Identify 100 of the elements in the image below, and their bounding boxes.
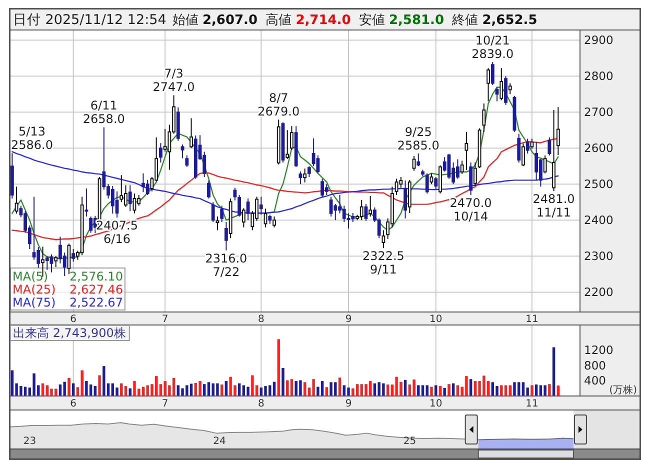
candlestick <box>45 256 49 270</box>
bar <box>474 381 477 396</box>
bar <box>68 378 70 396</box>
candlestick <box>486 68 490 102</box>
bar <box>207 382 210 396</box>
y-tick-label: 2400 <box>584 213 614 228</box>
candlestick <box>14 186 18 214</box>
candlestick <box>552 109 556 192</box>
bar <box>417 385 420 396</box>
candlestick <box>404 180 407 219</box>
candlestick <box>490 62 494 86</box>
candlestick <box>128 184 132 212</box>
candlestick <box>364 203 368 222</box>
y-axis-title: (万株) <box>609 384 638 396</box>
bar <box>303 382 306 396</box>
candlestick <box>211 202 215 222</box>
candlestick <box>67 243 71 275</box>
text: 始値 2,607.0 <box>172 12 258 28</box>
x-tick-label: 11 <box>526 398 538 409</box>
bar <box>246 386 250 396</box>
annotation: 9/25 2585.0 <box>397 125 440 153</box>
bar <box>85 381 88 396</box>
bar <box>154 376 158 396</box>
candlestick <box>84 188 88 218</box>
bar <box>264 386 267 396</box>
x-tick-label: 7 <box>162 314 168 324</box>
candlestick <box>54 256 58 268</box>
candlestick <box>276 119 280 165</box>
candlestick <box>224 221 228 251</box>
annotation: 5/13 2586.0 <box>11 124 53 152</box>
candlestick <box>482 102 486 132</box>
text: MA(25) 2,627.46 <box>12 282 123 296</box>
x-tick-label: 8 <box>258 398 264 409</box>
candlestick <box>176 106 180 142</box>
y-tick-label: 2700 <box>584 105 614 120</box>
x-tick-label: 9 <box>345 398 352 409</box>
bar <box>347 388 350 396</box>
bar <box>530 385 534 396</box>
candlestick <box>556 106 560 156</box>
y-tick-label: 400 <box>584 374 606 388</box>
bar <box>312 379 315 396</box>
candlestick <box>412 156 416 172</box>
candlestick <box>303 168 307 183</box>
candlestick <box>430 172 434 185</box>
bar <box>198 381 202 396</box>
annotation: 6/11 2658.0 <box>82 98 125 126</box>
candlestick <box>307 166 311 178</box>
candlestick <box>220 205 224 222</box>
candlestick <box>259 196 263 216</box>
candlestick <box>272 216 276 228</box>
candlestick <box>464 131 468 171</box>
candlestick <box>110 185 114 214</box>
candlestick <box>194 135 198 180</box>
candlestick <box>508 82 512 95</box>
annotation: 2316.0 7/22 <box>205 251 248 279</box>
x-tick-label: 7 <box>162 398 168 409</box>
text: MA(5) 2,576.10 <box>12 270 123 284</box>
candlestick <box>80 196 84 256</box>
bar <box>133 381 136 396</box>
bar <box>63 382 66 396</box>
y-tick-label: 800 <box>584 358 606 372</box>
bar <box>190 384 193 396</box>
candlestick <box>281 122 285 164</box>
candlestick <box>522 142 525 167</box>
bar <box>430 386 433 396</box>
y-tick-label: 2600 <box>584 141 614 156</box>
candlestick <box>394 178 398 196</box>
bar <box>290 379 294 396</box>
y-tick-label: 2900 <box>584 33 614 48</box>
x-tick-label: 24 <box>213 436 226 446</box>
y-tick-label: 2500 <box>584 177 614 192</box>
y-tick-label: 1200 <box>584 342 614 357</box>
bar <box>443 388 446 396</box>
candlestick <box>495 86 499 102</box>
bar <box>544 385 546 396</box>
y-tick-label: 2300 <box>584 249 614 264</box>
text: 高値 2,714.0 <box>266 12 351 28</box>
x-tick-label: 23 <box>23 436 36 446</box>
candlestick <box>368 196 372 218</box>
candlestick <box>530 138 534 150</box>
candlestick <box>185 154 189 168</box>
candlestick <box>548 136 552 156</box>
candlestick <box>416 153 420 167</box>
candlestick <box>382 230 386 249</box>
annotation: 2481.0 11/11 <box>532 192 575 220</box>
x-tick-label: 8 <box>258 314 264 324</box>
candlestick <box>500 68 504 101</box>
bar <box>552 347 556 396</box>
candlestick <box>478 128 482 168</box>
candlestick <box>228 198 232 239</box>
candlestick <box>438 164 442 194</box>
candlestick <box>460 160 464 175</box>
bar <box>364 384 368 396</box>
bar <box>10 370 14 396</box>
candlestick <box>246 198 250 221</box>
bar <box>277 339 280 396</box>
x-tick-label: 6 <box>70 398 77 409</box>
bar <box>548 384 551 396</box>
text: 終値 2,652.5 <box>451 12 538 28</box>
bar <box>513 382 516 396</box>
